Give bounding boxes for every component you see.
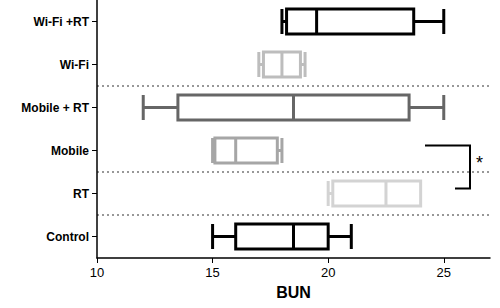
svg-text:Wi-Fi: Wi-Fi <box>60 58 89 72</box>
svg-text:BUN: BUN <box>276 284 311 301</box>
svg-text:15: 15 <box>205 265 219 280</box>
svg-text:Wi-Fi +RT: Wi-Fi +RT <box>33 15 89 29</box>
svg-text:*: * <box>476 153 483 173</box>
svg-text:25: 25 <box>437 265 451 280</box>
svg-text:Control: Control <box>46 230 89 244</box>
svg-text:Mobile + RT: Mobile + RT <box>21 101 89 115</box>
svg-text:20: 20 <box>321 265 335 280</box>
svg-text:10: 10 <box>90 265 104 280</box>
svg-text:Mobile: Mobile <box>51 144 89 158</box>
svg-text:RT: RT <box>73 187 90 201</box>
